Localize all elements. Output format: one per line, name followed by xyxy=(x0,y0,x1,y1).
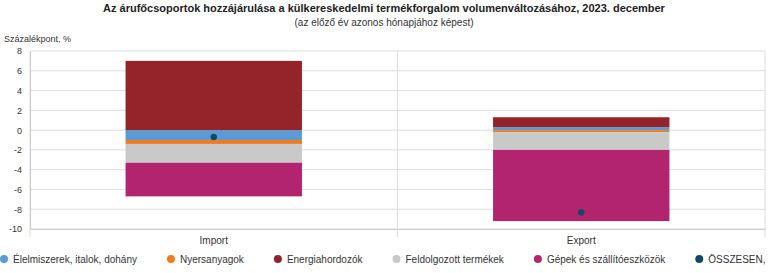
y-tick-label: 4 xyxy=(17,86,22,96)
y-tick: -10 xyxy=(9,224,30,234)
bar xyxy=(493,150,669,221)
y-tick-label: -10 xyxy=(9,224,22,234)
legend-item: Gépek és szállítóeszközök xyxy=(534,254,666,265)
x-axis-line xyxy=(31,229,766,230)
bar-series xyxy=(126,61,670,130)
legend-label: Feldolgozott termékek xyxy=(405,254,504,265)
y-axis-line xyxy=(30,52,31,230)
y-tick-label: 8 xyxy=(17,46,22,56)
y-tick: -8 xyxy=(14,205,30,215)
category-separator xyxy=(30,51,31,237)
x-axis: Import Export xyxy=(31,229,766,246)
y-tick: 4 xyxy=(17,86,30,96)
y-tick-label: -4 xyxy=(14,165,22,175)
legend-marker xyxy=(392,255,400,263)
category-separator xyxy=(397,51,398,237)
chart: Az árufőcsoportok hozzájárulása a külker… xyxy=(0,0,768,273)
y-tick: 0 xyxy=(17,125,30,135)
bar-series xyxy=(126,150,670,221)
y-tick: 2 xyxy=(17,106,30,116)
bar xyxy=(493,117,669,127)
legend-marker xyxy=(0,255,8,263)
legend-label: Energiahordozók xyxy=(287,254,364,265)
y-axis: -10 -8 -6 -4 -2 0 2 4 6 8 xyxy=(9,46,31,234)
y-tick-label: -2 xyxy=(14,145,22,155)
legend-label: Gépek és szállítóeszközök xyxy=(547,254,666,265)
y-tick: 6 xyxy=(17,66,30,76)
bar xyxy=(126,144,302,163)
x-tick-label: Import xyxy=(200,235,229,246)
y-tick: 8 xyxy=(17,46,30,56)
point xyxy=(211,134,217,140)
bar xyxy=(493,130,669,132)
y-tick-label: 0 xyxy=(17,125,22,135)
y-tick-label: -6 xyxy=(14,185,22,195)
y-tick: -2 xyxy=(14,145,30,155)
legend-label: Nyersanyagok xyxy=(180,254,245,265)
category-separators xyxy=(30,51,765,237)
legend-item: Energiahordozók xyxy=(274,254,364,265)
bar xyxy=(126,163,302,197)
legend-label: Élelmiszerek, italok, dohány xyxy=(13,253,137,265)
legend-item: Nyersanyagok xyxy=(167,254,245,265)
y-tick-label: 2 xyxy=(17,106,22,116)
point xyxy=(578,209,584,215)
x-tick-label: Export xyxy=(567,235,596,246)
y-axis-title: Százalékpont, % xyxy=(4,34,71,44)
bar xyxy=(126,130,302,140)
legend: Élelmiszerek, italok, dohány Nyersanyagok… xyxy=(0,253,768,265)
legend-marker xyxy=(534,255,542,263)
category-separator xyxy=(765,51,766,237)
y-tick: -6 xyxy=(14,185,30,195)
legend-marker xyxy=(695,255,703,263)
subtitle: (az előző év azonos hónapjához képest) xyxy=(294,17,473,28)
x-tick: Import xyxy=(200,229,229,246)
plot-area xyxy=(126,61,670,221)
bar xyxy=(126,140,302,144)
y-tick-label: 6 xyxy=(17,66,22,76)
scatter-series xyxy=(211,134,585,216)
bar xyxy=(493,127,669,130)
legend-marker xyxy=(167,255,175,263)
bar xyxy=(493,132,669,150)
legend-item: Élelmiszerek, italok, dohány xyxy=(0,253,137,265)
y-tick: -4 xyxy=(14,165,30,175)
y-tick-label: -8 xyxy=(14,205,22,215)
legend-item: ÖSSZESEN, % xyxy=(695,254,768,265)
legend-label: ÖSSZESEN, % xyxy=(708,254,768,265)
x-tick: Export xyxy=(567,229,596,246)
bar xyxy=(126,61,302,130)
legend-marker xyxy=(274,255,282,263)
legend-item: Feldolgozott termékek xyxy=(392,254,504,265)
title: Az árufőcsoportok hozzájárulása a külker… xyxy=(103,2,666,14)
